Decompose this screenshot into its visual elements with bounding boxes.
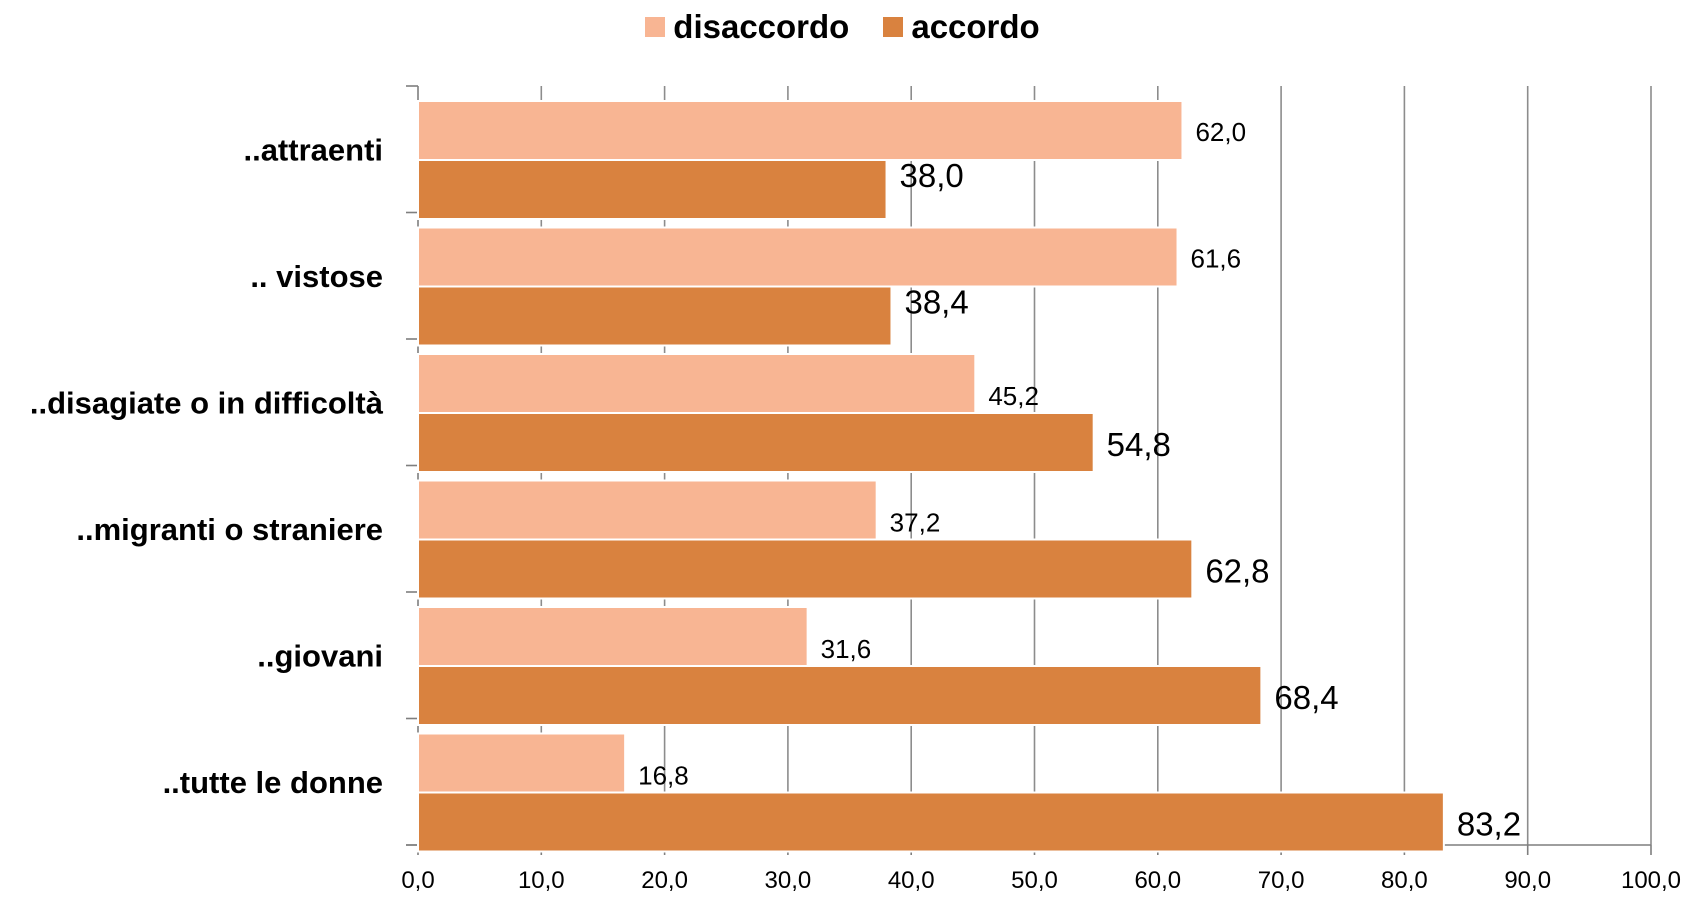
- data-label-disaccordo-3: 37,2: [890, 508, 941, 538]
- category-label-3: ..migranti o straniere: [76, 512, 383, 547]
- bar-accordo-4: [417, 665, 1263, 726]
- bar-disaccordo-4: [417, 606, 809, 667]
- category-label-0: ..attraenti: [243, 132, 383, 167]
- bar-disaccordo-5: [417, 732, 627, 794]
- data-label-accordo-3: 62,8: [1205, 553, 1269, 590]
- bar-accordo-0: [417, 159, 888, 220]
- x-tick-label-0: 0,0: [401, 867, 434, 894]
- legend-label-accordo: accordo: [911, 8, 1040, 45]
- legend-label-disaccordo: disaccordo: [673, 8, 850, 45]
- legend-swatch-disaccordo: [645, 17, 666, 37]
- x-tick-label-2: 20,0: [641, 867, 688, 894]
- x-tick-label-1: 10,0: [518, 867, 565, 894]
- bar-accordo-2: [417, 412, 1095, 473]
- data-label-accordo-4: 68,4: [1274, 679, 1338, 716]
- legend-swatch-accordo: [883, 17, 904, 37]
- bar-accordo-5: [417, 791, 1445, 853]
- data-label-accordo-5: 83,2: [1457, 806, 1521, 843]
- data-label-accordo-2: 54,8: [1107, 426, 1171, 463]
- category-label-4: ..giovani: [257, 638, 383, 673]
- bar-disaccordo-2: [417, 353, 977, 414]
- bar-disaccordo-1: [417, 226, 1179, 288]
- data-label-disaccordo-4: 31,6: [821, 634, 872, 664]
- x-tick-label-7: 70,0: [1258, 867, 1305, 894]
- data-label-disaccordo-2: 45,2: [988, 381, 1039, 411]
- x-tick-label-4: 40,0: [888, 867, 935, 894]
- x-tick-label-6: 60,0: [1134, 867, 1181, 894]
- data-label-disaccordo-0: 62,0: [1195, 117, 1246, 147]
- data-label-accordo-1: 38,4: [904, 284, 968, 321]
- bar-accordo-1: [417, 285, 893, 347]
- data-label-accordo-0: 38,0: [900, 157, 964, 194]
- x-tick-label-10: 100,0: [1621, 867, 1681, 894]
- data-label-disaccordo-1: 61,6: [1191, 244, 1242, 274]
- category-label-1: .. vistose: [250, 259, 383, 294]
- x-tick-label-9: 90,0: [1504, 867, 1551, 894]
- category-label-2: ..disagiate o in difficoltà: [30, 385, 384, 420]
- legend-item-disaccordo: disaccordo: [645, 8, 849, 46]
- x-tick-label-8: 80,0: [1381, 867, 1428, 894]
- category-label-5: ..tutte le donne: [163, 765, 383, 800]
- x-tick-label-5: 50,0: [1011, 867, 1058, 894]
- bar-disaccordo-3: [417, 479, 878, 541]
- bar-accordo-3: [417, 538, 1194, 600]
- bar-disaccordo-0: [417, 100, 1184, 161]
- data-label-disaccordo-5: 16,8: [638, 761, 689, 791]
- legend-item-accordo: accordo: [883, 8, 1040, 46]
- x-tick-label-3: 30,0: [765, 867, 812, 894]
- chart-legend: disaccordo accordo: [0, 4, 1685, 50]
